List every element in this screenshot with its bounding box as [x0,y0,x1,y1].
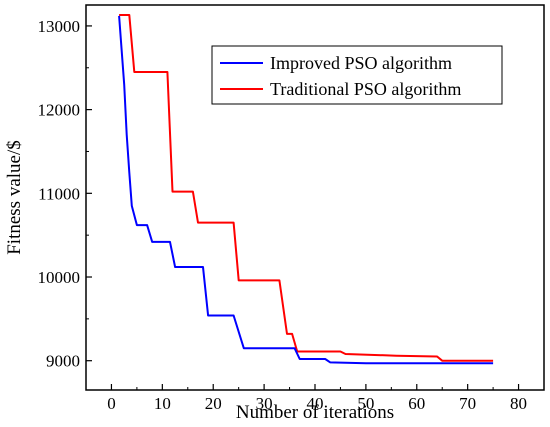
x-tick-label: 20 [205,394,222,413]
y-tick-label: 9000 [46,352,80,371]
legend-box [211,45,503,105]
series-line [119,14,494,362]
ticks-layer: 0 10 20 30 40 50 60 70 80 9000 10000 11000 12000 1300… [38,17,528,413]
y-tick-label: 12000 [38,101,81,120]
y-tick-label: 13000 [38,17,81,36]
x-tick-label: 40 [307,394,324,413]
x-tick-label: 60 [408,394,425,413]
series-layer [118,14,494,365]
x-tick-label: 80 [510,394,527,413]
x-tick-label: 0 [107,394,116,413]
y-axis-title: Fitness value/$ [4,140,25,255]
y-tick-label: 10000 [38,268,81,287]
y-tick-label: 11000 [38,184,80,203]
x-tick-label: 30 [256,394,273,413]
legend: Improved PSO algorithm Traditional PSO al… [211,45,503,105]
legend-label: Traditional PSO algorithm [270,79,461,99]
legend-label: Improved PSO algorithm [270,53,452,73]
x-tick-label: 50 [357,394,374,413]
x-tick-label: 70 [459,394,476,413]
x-tick-label: 10 [154,394,171,413]
x-axis-title: Number of iterations [236,402,394,423]
series-line [118,15,494,365]
